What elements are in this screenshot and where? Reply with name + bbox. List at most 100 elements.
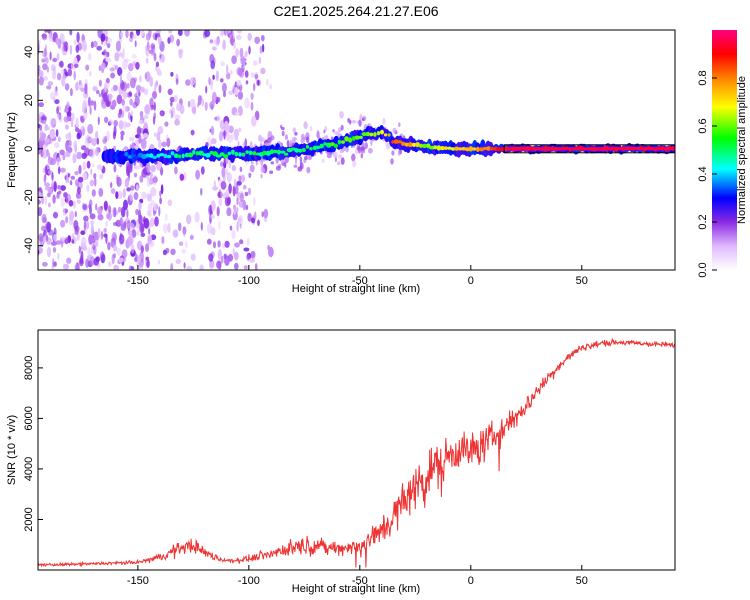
noise-speckle xyxy=(150,43,156,50)
noise-speckle xyxy=(225,132,230,142)
noise-speckle xyxy=(126,71,132,82)
noise-speckle xyxy=(247,32,252,41)
noise-speckle xyxy=(160,184,164,195)
noise-speckle xyxy=(61,235,65,241)
noise-speckle xyxy=(135,223,140,230)
noise-speckle xyxy=(57,185,62,190)
noise-speckle xyxy=(49,129,56,139)
noise-speckle xyxy=(229,33,232,39)
noise-speckle xyxy=(92,162,95,168)
noise-speckle xyxy=(47,156,54,166)
ridge-core xyxy=(272,149,279,154)
noise-speckle xyxy=(168,30,172,34)
ridge-core xyxy=(265,150,271,156)
noise-speckle xyxy=(110,182,113,189)
noise-speckle xyxy=(117,67,123,76)
noise-speckle xyxy=(209,214,215,220)
noise-speckle xyxy=(110,72,116,79)
noise-speckle xyxy=(210,227,216,236)
noise-speckle xyxy=(234,87,239,96)
noise-speckle xyxy=(84,83,88,95)
noise-speckle xyxy=(38,191,42,201)
ridge-core xyxy=(124,151,129,157)
noise-speckle xyxy=(136,229,140,237)
ridge-core xyxy=(433,145,438,150)
noise-speckle xyxy=(74,225,80,232)
noise-speckle xyxy=(43,137,50,143)
noise-speckle xyxy=(158,139,162,149)
noise-speckle xyxy=(218,198,223,206)
noise-speckle xyxy=(189,77,195,86)
noise-speckle xyxy=(88,203,92,209)
noise-speckle xyxy=(95,203,98,211)
noise-speckle xyxy=(60,167,66,173)
noise-speckle xyxy=(128,265,131,270)
noise-speckle xyxy=(211,46,217,51)
noise-speckle xyxy=(64,238,69,245)
noise-speckle xyxy=(62,207,66,217)
noise-speckle xyxy=(118,120,124,130)
noise-speckle xyxy=(148,30,152,38)
snr-x-tick-label: -50 xyxy=(352,575,368,587)
noise-speckle xyxy=(159,197,162,205)
noise-speckle xyxy=(154,33,161,38)
noise-speckle xyxy=(73,140,78,151)
noise-speckle xyxy=(128,91,132,97)
noise-speckle xyxy=(147,203,153,213)
noise-speckle xyxy=(255,160,258,166)
noise-speckle xyxy=(281,126,285,131)
noise-speckle xyxy=(238,215,243,226)
noise-speckle xyxy=(133,145,140,150)
spectrogram-x-tick-label: -50 xyxy=(352,275,368,287)
noise-speckle xyxy=(244,97,250,109)
noise-speckle xyxy=(53,181,57,192)
noise-speckle xyxy=(86,160,91,169)
noise-speckle xyxy=(121,98,125,106)
noise-speckle xyxy=(141,191,147,200)
noise-speckle xyxy=(46,234,49,242)
noise-speckle xyxy=(143,114,149,120)
ridge-core xyxy=(135,155,139,160)
noise-speckle xyxy=(120,134,124,141)
noise-speckle xyxy=(177,222,182,232)
noise-speckle xyxy=(96,89,100,95)
noise-speckle xyxy=(98,187,104,197)
ridge-core xyxy=(344,136,349,142)
ridge-core xyxy=(121,153,125,158)
noise-speckle xyxy=(107,241,111,251)
noise-speckle xyxy=(130,243,135,254)
spectrogram-y-axis: -40 -20 0 20 40 xyxy=(23,46,43,254)
ridge-core xyxy=(422,143,427,149)
snr-y-axis: 2000 4000 6000 8000 xyxy=(23,356,43,532)
noise-speckle xyxy=(153,52,157,62)
noise-speckle xyxy=(174,114,181,120)
noise-speckle xyxy=(293,164,298,168)
noise-speckle xyxy=(185,240,188,249)
noise-speckle xyxy=(178,241,184,246)
noise-speckle xyxy=(126,83,130,89)
noise-speckle xyxy=(215,70,219,82)
noise-speckle xyxy=(128,234,134,246)
noise-speckle xyxy=(177,30,183,36)
noise-speckle xyxy=(107,212,112,221)
noise-speckle xyxy=(244,70,249,78)
spectrogram-title: C2E1.2025.264.21.27.E06 xyxy=(273,3,438,19)
noise-speckle xyxy=(103,92,108,102)
noise-speckle xyxy=(38,123,41,128)
noise-speckle xyxy=(337,127,342,133)
noise-speckle xyxy=(92,86,98,92)
noise-speckle xyxy=(183,262,186,269)
colorbar-tick-label: 0.4 xyxy=(697,166,709,181)
spectrogram-x-label: Height of straight line (km) xyxy=(292,283,420,295)
ridge-core xyxy=(369,132,374,137)
noise-speckle xyxy=(60,196,65,208)
noise-speckle xyxy=(56,106,59,115)
noise-speckle xyxy=(248,172,252,179)
ridge-core xyxy=(415,142,420,148)
noise-speckle xyxy=(228,183,232,194)
noise-speckle xyxy=(390,158,394,165)
noise-speckle xyxy=(42,261,48,267)
noise-speckle xyxy=(183,171,187,182)
noise-speckle xyxy=(201,98,205,107)
noise-speckle xyxy=(38,102,44,108)
